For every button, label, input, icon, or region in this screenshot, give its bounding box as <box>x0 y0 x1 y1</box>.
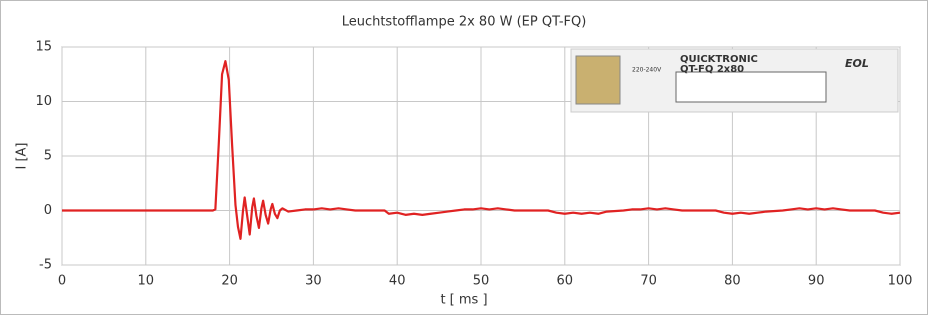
spec-table <box>676 72 826 102</box>
x-tick-label: 80 <box>724 274 741 289</box>
x-tick-label: 10 <box>138 274 155 289</box>
x-tick-label: 0 <box>58 274 66 289</box>
x-tick-label: 60 <box>557 274 574 289</box>
x-tick-label: 30 <box>305 274 322 289</box>
x-tick-label: 40 <box>389 274 406 289</box>
x-tick-label: 90 <box>808 274 825 289</box>
y-tick-label: 0 <box>44 203 52 218</box>
inset-model: QT-FQ 2x80 <box>680 64 744 75</box>
x-tick-label: 100 <box>888 274 913 289</box>
connector <box>576 56 620 104</box>
y-tick-label: 15 <box>35 40 52 55</box>
chart: Leuchtstofflampe 2x 80 W (EP QT-FQ) t [ … <box>0 0 928 315</box>
y-tick-label: 5 <box>44 149 52 164</box>
x-tick-label: 20 <box>221 274 238 289</box>
x-tick-label: 50 <box>473 274 490 289</box>
y-tick-label: 10 <box>35 94 52 109</box>
y-tick-label: -5 <box>39 258 52 273</box>
inset-voltage: 220-240V <box>632 67 662 74</box>
y-axis-label: I [A] <box>15 142 30 169</box>
x-axis-label: t [ ms ] <box>440 293 487 308</box>
inset-logo: EOL <box>845 57 869 70</box>
chart-title: Leuchtstofflampe 2x 80 W (EP QT-FQ) <box>342 15 587 30</box>
x-tick-label: 70 <box>640 274 657 289</box>
product-inset: QUICKTRONIC QT-FQ 2x80 220-240V EOL <box>571 49 898 112</box>
